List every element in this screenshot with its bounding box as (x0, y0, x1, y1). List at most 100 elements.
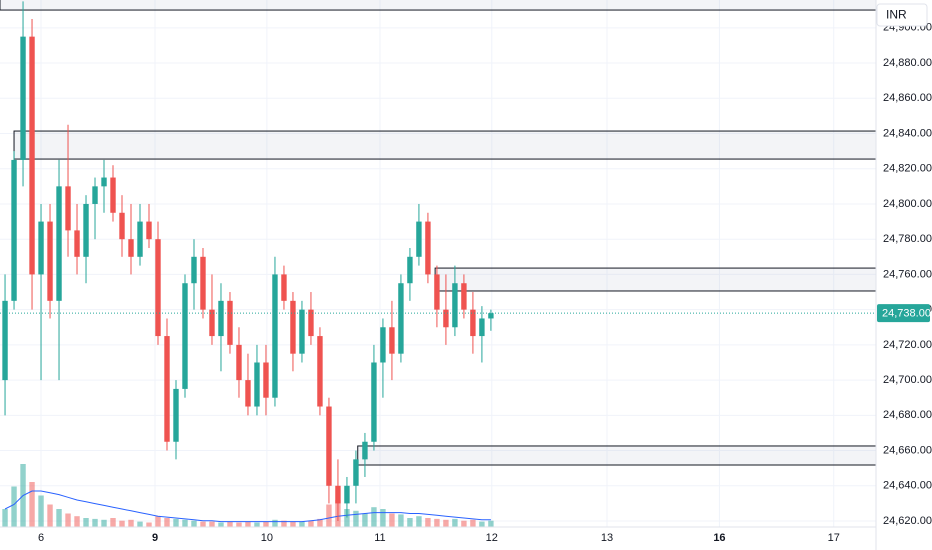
candle-body (470, 309, 476, 337)
currency-box[interactable] (876, 3, 928, 27)
volume-bar (461, 520, 467, 527)
candle-body (254, 362, 260, 407)
candle-body (425, 221, 431, 275)
volume-bar (218, 522, 224, 527)
candle-body (74, 230, 80, 257)
candle-body (308, 309, 314, 337)
volume-bar (389, 513, 395, 527)
candle-body (281, 274, 287, 301)
volume-bar (155, 516, 161, 527)
candle-body (461, 283, 467, 310)
y-tick-label: 24,660.00 (883, 444, 932, 456)
volume-bar (281, 520, 287, 527)
volume-bar (101, 519, 107, 527)
volume-ma-line (4, 490, 491, 523)
candle-body (479, 318, 485, 337)
volume-bar (164, 518, 170, 527)
volume-bar (407, 518, 413, 527)
candle-body (344, 485, 350, 504)
currency-label[interactable]: INR (886, 8, 907, 22)
volume-bar (272, 519, 278, 527)
time-axis-bg (0, 527, 876, 550)
volume-bar (173, 518, 179, 527)
candle-body (182, 283, 188, 389)
volume-bar (371, 507, 377, 527)
candle-body (362, 441, 368, 460)
volume-bar (92, 518, 98, 527)
volume-bar (263, 521, 269, 527)
candle-body (335, 485, 341, 504)
volume-bar (425, 518, 431, 527)
y-tick-label: 24,640.00 (883, 480, 932, 492)
labels: 24,620.00 24,640.00 24,660.00 24,680.00 24,7… (38, 22, 932, 544)
volume-bar (146, 522, 152, 527)
candle-body (2, 300, 8, 381)
volume-bar (11, 486, 17, 527)
volume-bar (470, 519, 476, 527)
candle-body (452, 283, 458, 328)
x-tick-label: 13 (601, 532, 613, 544)
candle-body (434, 274, 440, 310)
volume-bar (119, 520, 125, 527)
volume-bar (353, 510, 359, 527)
candle-body (29, 36, 35, 275)
volume-bar (29, 482, 35, 527)
candle-body (236, 344, 242, 381)
volume-bar (416, 516, 422, 527)
candle-body (110, 177, 116, 213)
plot-area (0, 0, 876, 527)
volume-bar (488, 520, 494, 527)
volume-bar (74, 516, 80, 527)
volume-bar (128, 519, 134, 527)
candle-body (209, 309, 215, 337)
volume-bar (326, 504, 332, 527)
y-tick-label: 24,760.00 (883, 268, 932, 280)
y-tick-label: 24,700.00 (883, 374, 932, 386)
candle-body (20, 36, 26, 160)
candle-body (11, 159, 17, 301)
y-tick-label: 24,840.00 (883, 127, 932, 139)
y-tick-label: 24,880.00 (883, 57, 932, 69)
volume-bar (56, 509, 62, 527)
y-tick-label: 24,680.00 (883, 409, 932, 421)
y-tick-label: 24,720.00 (883, 339, 932, 351)
candle-body (299, 309, 305, 354)
volume-bar (317, 518, 323, 527)
volume-bar (182, 519, 188, 527)
x-tick-label: 11 (374, 532, 385, 544)
candle-body (164, 336, 170, 442)
volume-bar (290, 521, 296, 527)
volume-bar (344, 509, 350, 527)
candle-body (65, 186, 71, 231)
candle-body (155, 239, 161, 337)
last-price-box (877, 304, 930, 323)
volume-bar (308, 520, 314, 527)
volume-bar (2, 509, 8, 527)
candle-body (92, 186, 98, 204)
candle-body (38, 221, 44, 275)
candle-body (263, 362, 269, 398)
zone (357, 445, 876, 466)
candle-body (416, 221, 422, 257)
x-tick-label: 6 (38, 532, 44, 544)
x-tick-label: 17 (828, 532, 840, 544)
volume-bar (236, 522, 242, 527)
last-price-label: 24,738.00 (882, 308, 931, 320)
candle-body (488, 313, 494, 319)
grid (0, 0, 876, 527)
volume-bar (452, 518, 458, 527)
volume-bar (137, 521, 143, 527)
candle-body (119, 212, 125, 240)
zone (0, 0, 876, 11)
volume-bar (110, 518, 116, 527)
candle-body (407, 256, 413, 284)
y-tick-label: 24,800.00 (883, 198, 932, 210)
volume-bar (47, 504, 53, 527)
candle-body (56, 186, 62, 301)
zone (434, 267, 876, 292)
volume-bar (398, 514, 404, 527)
x-tick-label: 10 (261, 532, 273, 544)
candle-body (128, 239, 134, 257)
